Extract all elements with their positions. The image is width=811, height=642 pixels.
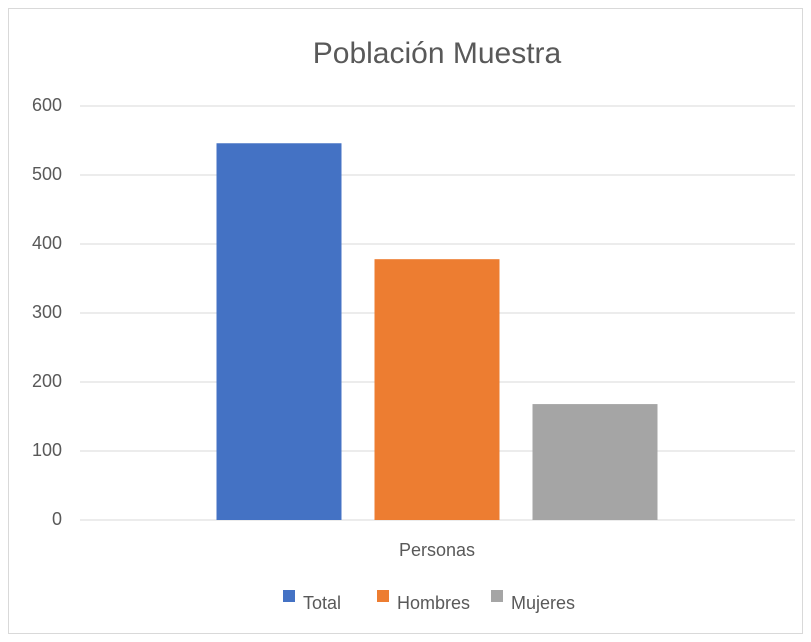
legend-swatch xyxy=(377,590,389,602)
legend-swatch xyxy=(283,590,295,602)
y-tick-label: 500 xyxy=(32,164,62,184)
legend-swatch xyxy=(491,590,503,602)
y-tick-label: 0 xyxy=(52,509,62,529)
legend-label: Mujeres xyxy=(511,593,575,613)
bar xyxy=(374,259,500,520)
y-tick-label: 100 xyxy=(32,440,62,460)
chart-title: Población Muestra xyxy=(313,37,562,70)
y-tick-label: 600 xyxy=(32,95,62,115)
x-tick-label: Personas xyxy=(399,540,475,560)
bar xyxy=(532,404,658,520)
legend-label: Total xyxy=(303,593,341,613)
y-tick-label: 300 xyxy=(32,302,62,322)
y-tick-label: 200 xyxy=(32,371,62,391)
y-tick-label: 400 xyxy=(32,233,62,253)
bar xyxy=(216,143,342,520)
legend-label: Hombres xyxy=(397,593,470,613)
